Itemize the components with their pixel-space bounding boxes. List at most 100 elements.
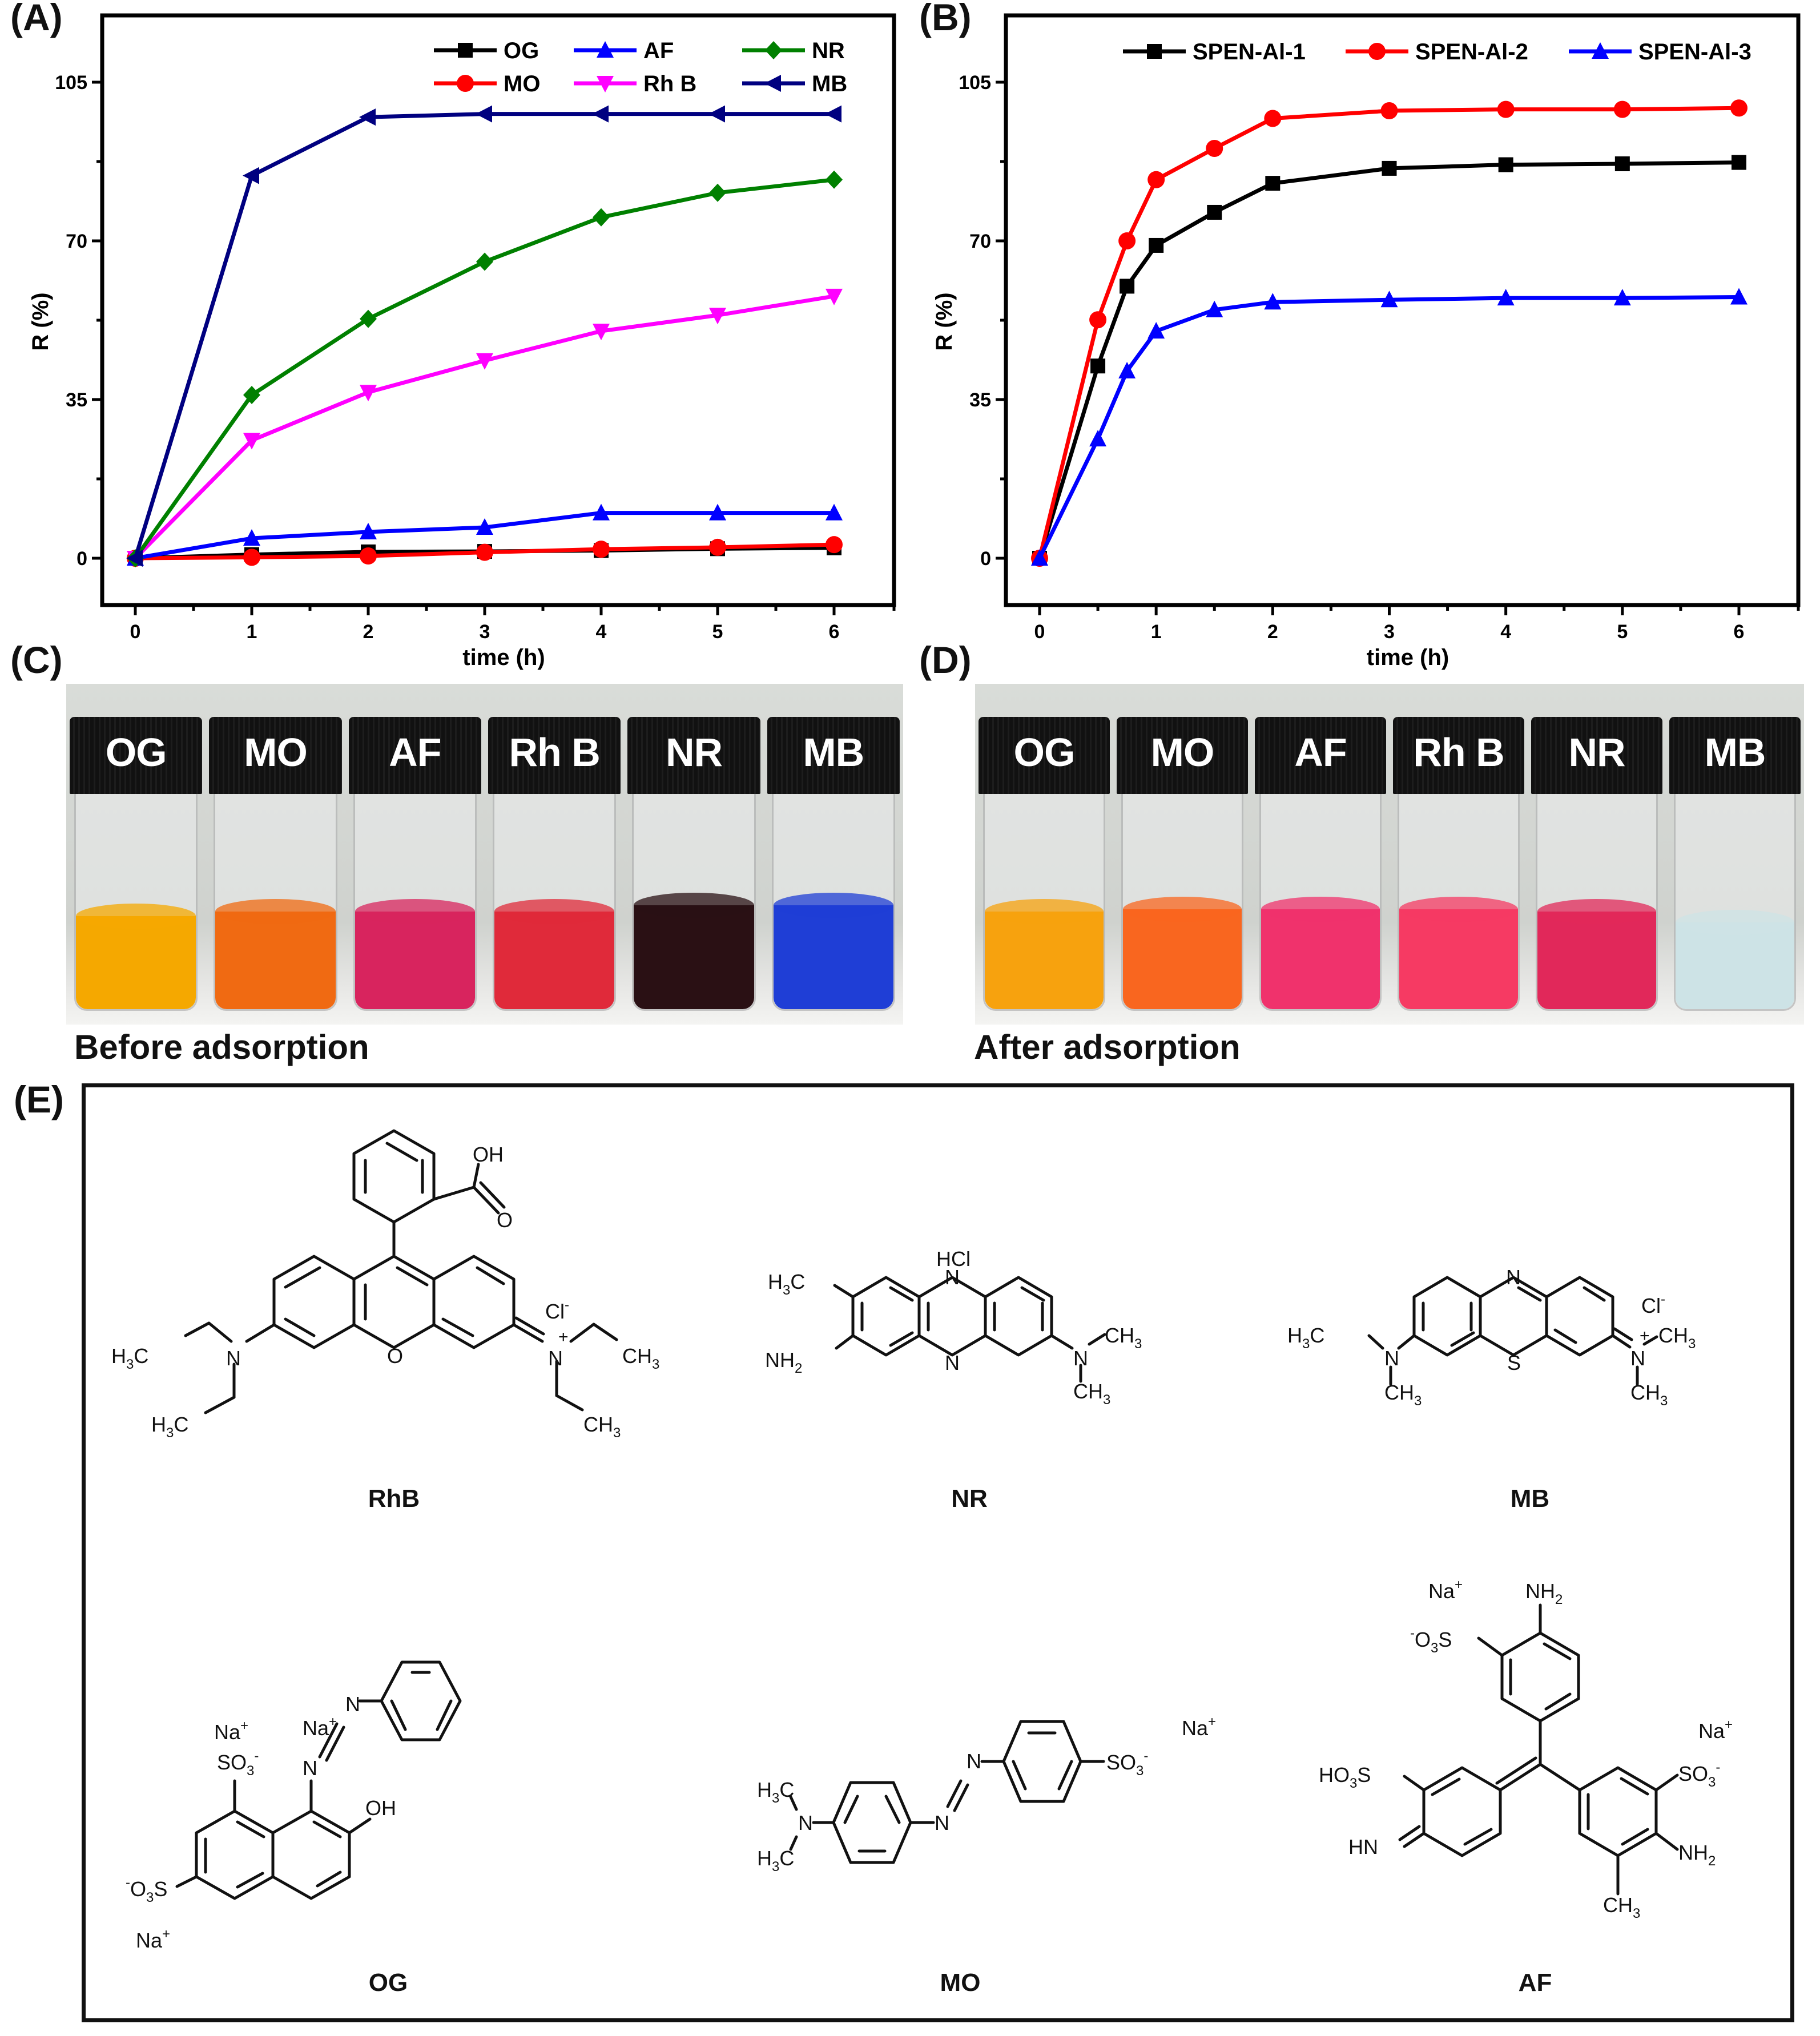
- vial-solution: [773, 892, 894, 1009]
- vial-og: OG: [70, 684, 203, 1025]
- vial-glass: [1536, 792, 1658, 1011]
- x-tick-label: 1: [247, 621, 257, 643]
- caption-before-adsorption: Before adsorption: [74, 1028, 369, 1066]
- panel-label-e: (E): [14, 1078, 64, 1120]
- vial-rh-b: Rh B: [1393, 684, 1524, 1025]
- series-mb: [126, 105, 841, 567]
- legend-label: AF: [643, 38, 674, 63]
- vial-label: MO: [244, 730, 308, 775]
- series-af: [127, 503, 843, 566]
- vial-cap: MB: [1669, 717, 1801, 794]
- vial-label: OG: [105, 730, 167, 775]
- vial-og: OG: [979, 684, 1110, 1025]
- vial-solution: [1261, 897, 1380, 1009]
- vial-glass: [983, 792, 1105, 1011]
- vial-glass: [1259, 792, 1382, 1011]
- vial-glass: [1121, 792, 1243, 1011]
- vial-mb: MB: [1669, 684, 1801, 1025]
- vial-label: OG: [1013, 730, 1076, 775]
- vial-glass: [214, 792, 337, 1011]
- vial-cap: AF: [1255, 717, 1386, 794]
- x-tick-label: 0: [130, 621, 141, 643]
- legend-label: MB: [812, 71, 847, 96]
- vial-solution: [1399, 897, 1518, 1009]
- x-tick-label: 3: [1384, 621, 1395, 643]
- vial-glass: [353, 792, 477, 1011]
- vial-glass: [1674, 792, 1796, 1011]
- series-nr: [127, 170, 843, 567]
- vial-solution: [1676, 910, 1794, 1009]
- x-tick-label: 2: [1267, 621, 1278, 643]
- vial-af: AF: [348, 684, 481, 1025]
- vial-cap: OG: [70, 717, 203, 794]
- vial-solution: [355, 899, 476, 1009]
- chart-a: 0 35 70 105 0 1 2 3 4 5 6 time (h) R (%) OG AF NR MO Rh B…: [28, 13, 896, 670]
- vial-solution: [76, 903, 196, 1009]
- vial-solution: [985, 899, 1104, 1009]
- vial-nr: NR: [1531, 684, 1662, 1025]
- legend: SPEN-Al-1 SPEN-Al-2 SPEN-Al-3: [1123, 39, 1751, 64]
- vial-solution: [494, 899, 615, 1009]
- x-tick-label: 4: [596, 621, 607, 643]
- legend-label: SPEN-Al-2: [1415, 39, 1528, 64]
- vial-cap: Rh B: [488, 717, 621, 794]
- vial-mb: MB: [767, 684, 900, 1025]
- legend: OG AF NR MO Rh B MB: [434, 38, 847, 96]
- vial-af: AF: [1255, 684, 1386, 1025]
- legend-label: MO: [504, 71, 540, 96]
- vial-cap: Rh B: [1393, 717, 1524, 794]
- legend-label: SPEN-Al-3: [1638, 39, 1751, 64]
- vial-label: MB: [803, 730, 864, 775]
- panel-label-a: (A): [10, 0, 63, 38]
- vial-cap: NR: [1531, 717, 1662, 794]
- vial-label: AF: [389, 730, 441, 775]
- x-tick-label: 3: [480, 621, 490, 643]
- vial-label: NR: [665, 730, 723, 775]
- vial-rh-b: Rh B: [488, 684, 621, 1025]
- vial-label: Rh B: [509, 730, 601, 775]
- panel-label-d: (D): [919, 639, 972, 681]
- legend-label: NR: [812, 38, 845, 63]
- x-tick-label: 4: [1500, 621, 1511, 643]
- y-tick-label: 0: [76, 548, 87, 570]
- vial-label: MO: [1150, 730, 1215, 775]
- legend-label: Rh B: [643, 71, 696, 96]
- vial-cap: OG: [979, 717, 1110, 794]
- y-tick-label: 105: [959, 72, 991, 94]
- series-spen-al-2: [1031, 99, 1747, 567]
- vial-label: NR: [1568, 730, 1625, 775]
- vial-solution: [1537, 899, 1656, 1009]
- vial-glass: [1398, 792, 1520, 1011]
- plot-frame: [1004, 13, 1801, 607]
- plot-frame: [100, 13, 896, 607]
- photo-before-adsorption: OG MO AF Rh B NR MB: [66, 684, 903, 1025]
- y-tick-label: 105: [55, 72, 87, 94]
- structures-box: [82, 1083, 1794, 2022]
- vial-glass: [493, 792, 617, 1011]
- series-spen-al-1: [1032, 155, 1746, 566]
- vial-label: AF: [1294, 730, 1347, 775]
- y-tick-label: 70: [66, 231, 87, 252]
- y-tick-label: 35: [66, 389, 87, 411]
- x-tick-label: 6: [1734, 621, 1745, 643]
- series-spen-al-3: [1031, 288, 1747, 566]
- vial-solution: [634, 892, 754, 1009]
- vial-mo: MO: [209, 684, 342, 1025]
- vial-label: MB: [1704, 730, 1766, 775]
- x-tick-label: 6: [829, 621, 840, 643]
- vial-cap: MB: [767, 717, 900, 794]
- vial-nr: NR: [627, 684, 760, 1025]
- vial-glass: [771, 792, 895, 1011]
- y-tick-label: 35: [969, 389, 991, 411]
- photo-after-adsorption: OG MO AF Rh B NR MB: [975, 684, 1804, 1025]
- y-axis-title: R (%): [932, 292, 957, 350]
- y-tick-label: 0: [980, 548, 991, 570]
- vial-solution: [1123, 897, 1242, 1009]
- vial-label: Rh B: [1413, 730, 1504, 775]
- vial-solution: [215, 899, 336, 1009]
- y-tick-label: 70: [969, 231, 991, 252]
- vial-cap: NR: [627, 717, 760, 794]
- x-tick-label: 1: [1151, 621, 1162, 643]
